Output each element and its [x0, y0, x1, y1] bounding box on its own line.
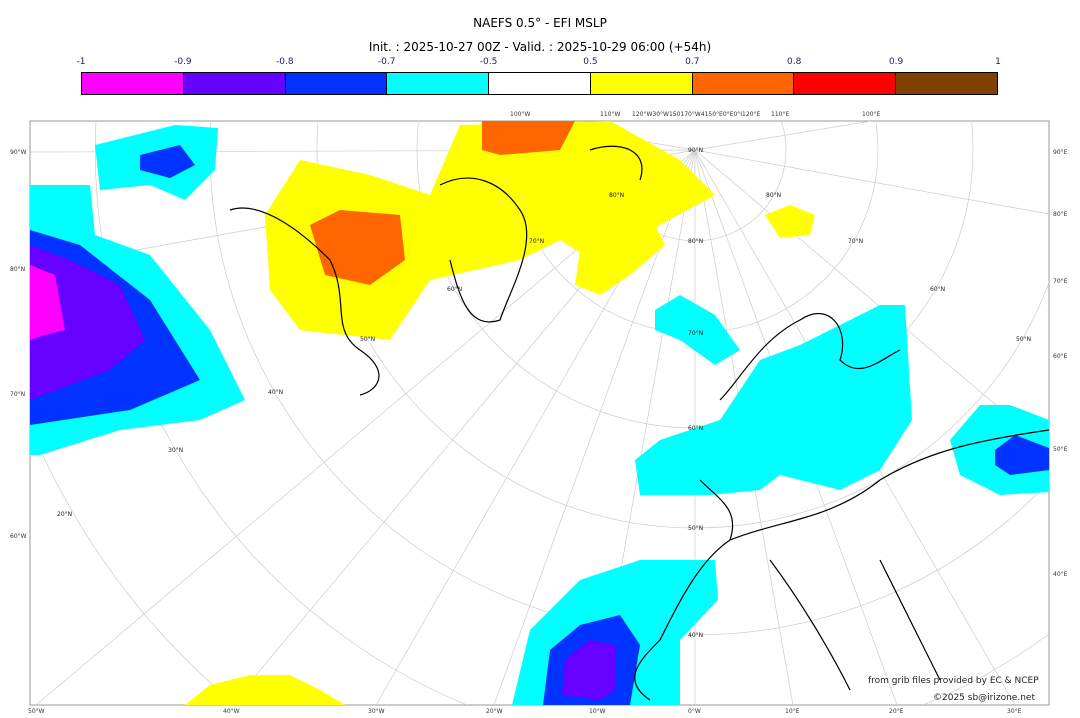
latitude-label: 70°N — [848, 238, 864, 245]
map-subtitle: Init. : 2025-10-27 00Z - Valid. : 2025-1… — [368, 40, 712, 54]
field-orange-arctic — [482, 121, 575, 155]
latitude-label: 70°N — [529, 238, 545, 245]
axis-label-top: 110°W — [600, 111, 621, 118]
axis-label-left: 80°N — [10, 266, 26, 273]
colorbar-swatch — [794, 73, 897, 94]
axis-label-right: 60°E — [1053, 353, 1068, 360]
latitude-label: 60°N — [447, 286, 463, 293]
latitude-label: 40°N — [688, 632, 704, 639]
axis-label-bottom: 50°W — [28, 708, 45, 715]
field-violet-labrador — [30, 245, 145, 400]
field-blue-canada — [140, 145, 195, 178]
field-yellow-svalbard — [765, 205, 815, 238]
latitude-label: 20°N — [57, 511, 73, 518]
field-yellow-canada — [265, 121, 715, 340]
colorbar-swatch — [285, 73, 388, 94]
axis-label-top: 100°W — [510, 111, 531, 118]
colorbar-tick: -0.9 — [174, 57, 192, 67]
colorbar-tick: -0.8 — [275, 57, 294, 67]
field-orange-hudson — [310, 210, 405, 285]
map-title: NAEFS 0.5° - EFI MSLP — [473, 16, 607, 30]
latitude-label: 50°N — [360, 336, 376, 343]
axis-label-right: 40°E — [1053, 571, 1068, 578]
field-cyan-europe — [635, 305, 912, 495]
field-violet-iberia — [562, 640, 615, 700]
axis-label-right: 80°E — [1053, 211, 1068, 218]
colorbar-tick: 0.5 — [583, 57, 598, 67]
source-credit: from grib files provided by EC & NCEP — [868, 676, 1039, 686]
coastlines — [229, 145, 1049, 701]
colorbar-tick: -0.7 — [377, 57, 396, 67]
efi-fields — [30, 121, 1049, 705]
latitude-label: 30°N — [168, 447, 184, 454]
colorbar-tick: -1 — [76, 57, 86, 67]
colorbar-swatch — [692, 73, 795, 94]
colorbar-tick: 1 — [995, 57, 1001, 67]
field-yellow-atlantic — [185, 675, 345, 705]
latitude-label: 60°N — [688, 425, 704, 432]
axis-label-bottom: 10°E — [785, 708, 800, 715]
colorbar — [81, 72, 998, 95]
colorbar-swatch — [489, 73, 591, 94]
axis-label-top: 110°E — [771, 111, 790, 118]
latitude-label: 80°N — [688, 238, 704, 245]
latitude-label: 50°N — [1016, 336, 1032, 343]
axis-label-top: 120°W30°W150170°W4150°E0°E0°I120°E — [632, 111, 761, 118]
colorbar-swatch — [387, 73, 490, 94]
latitude-label: 80°N — [766, 192, 782, 199]
colorbar-swatch — [896, 73, 998, 94]
latitude-label: 50°N — [688, 525, 704, 532]
axis-label-right: 70°E — [1053, 278, 1068, 285]
colorbar-tick: 0.8 — [787, 57, 802, 67]
axis-label-left: 90°W — [10, 149, 27, 156]
latitude-label: 40°N — [268, 389, 284, 396]
field-blue-russia — [995, 435, 1049, 475]
axis-label-top: 100°E — [862, 111, 881, 118]
colorbar-tick: 0.7 — [685, 57, 700, 67]
axis-label-right: 90°E — [1053, 149, 1068, 156]
colorbar-tick: 0.9 — [888, 57, 904, 67]
field-cyan-norway-sea — [655, 295, 740, 365]
colorbar-swatch — [183, 73, 286, 94]
axis-label-bottom: 20°E — [889, 708, 904, 715]
latitude-label: 90°N — [688, 147, 704, 154]
axis-label-bottom: 0°W — [688, 708, 701, 715]
colorbar-tick: -0.5 — [479, 57, 498, 67]
copyright: ©2025 sb@irizone.net — [933, 693, 1035, 703]
axis-label-left: 60°W — [10, 533, 27, 540]
axis-label-bottom: 30°W — [368, 708, 385, 715]
axis-label-bottom: 40°W — [223, 708, 240, 715]
latitude-label: 80°N — [609, 192, 625, 199]
axis-label-bottom: 10°W — [589, 708, 606, 715]
colorbar-swatch — [82, 73, 184, 94]
axis-label-bottom: 30°E — [1007, 708, 1022, 715]
axis-label-bottom: 20°W — [486, 708, 503, 715]
latitude-label: 60°N — [930, 286, 946, 293]
field-magenta-labrador — [30, 265, 65, 340]
field-yellow-greenland — [575, 215, 665, 295]
latitude-label: 70°N — [688, 330, 704, 337]
axis-label-left: 70°N — [10, 391, 26, 398]
axis-label-right: 50°E — [1053, 446, 1068, 453]
colorbar-swatch — [590, 73, 693, 94]
